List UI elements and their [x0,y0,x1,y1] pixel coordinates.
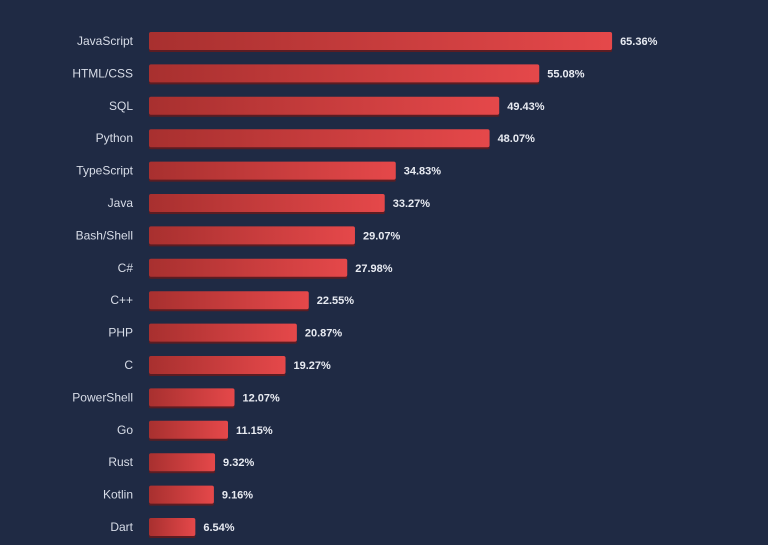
bar [149,161,396,180]
category-label: C++ [110,293,133,307]
value-label: 12.07% [243,392,281,404]
bar [149,129,490,148]
bar [149,258,348,277]
bar [149,194,385,212]
category-label: Rust [108,455,133,469]
bars-group: JavaScript 65.36% HTML/CSS 55.08% SQL 49.43% P… [72,32,658,538]
category-label: C# [118,261,134,275]
category-label: TypeScript [76,164,133,178]
value-label: 55.08% [547,68,585,80]
bar [149,96,500,115]
category-label: JavaScript [77,34,134,48]
value-label: 6.54% [203,522,234,534]
bar [149,420,228,439]
bar [149,388,235,407]
category-label: HTML/CSS [72,66,133,80]
category-label: Python [96,131,133,145]
category-label: SQL [109,99,133,113]
category-label: Go [117,423,133,437]
value-label: 48.07% [498,133,536,145]
value-label: 22.55% [317,295,355,307]
bar [149,323,297,342]
value-label: 9.32% [223,457,254,469]
value-label: 29.07% [363,230,401,242]
category-label: PowerShell [72,390,133,404]
bar [149,453,216,472]
value-label: 11.15% [236,425,273,437]
category-label: Bash/Shell [76,228,133,242]
value-label: 9.16% [222,490,253,502]
category-label: Java [108,196,134,210]
category-label: C [124,358,133,372]
value-label: 20.87% [305,328,343,340]
value-label: 34.83% [404,166,442,178]
bar [149,291,309,310]
bar [149,485,214,504]
value-label: 19.27% [294,360,332,372]
bar [149,518,196,536]
bar [149,32,613,50]
category-label: Kotlin [103,488,133,502]
bar [149,356,286,374]
category-label: Dart [110,520,133,534]
value-label: 49.43% [507,101,545,113]
value-label: 27.98% [355,263,393,275]
value-label: 33.27% [393,198,431,210]
bar [149,226,355,245]
category-label: PHP [108,326,133,340]
value-label: 65.36% [620,36,658,48]
bar [149,64,540,83]
